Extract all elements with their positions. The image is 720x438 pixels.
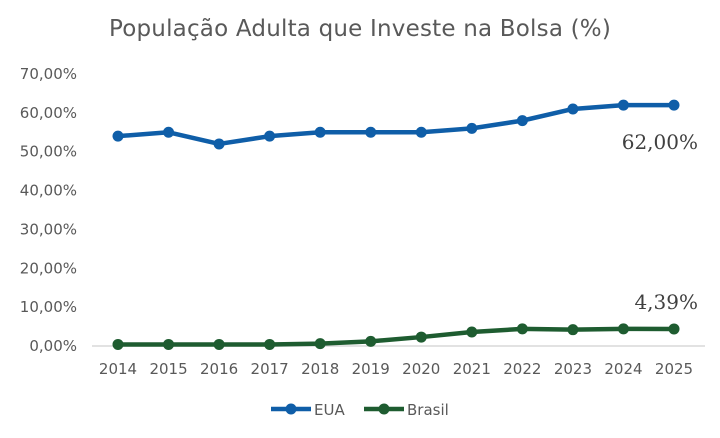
data-point[interactable] — [466, 326, 478, 338]
data-point[interactable] — [112, 130, 124, 142]
x-tick-label: 2014 — [99, 360, 137, 378]
x-tick-label: 2025 — [655, 360, 693, 378]
y-tick-label: 30,00% — [20, 220, 77, 238]
data-point[interactable] — [314, 338, 326, 350]
legend-label: EUA — [314, 401, 345, 419]
data-point[interactable] — [617, 99, 629, 111]
series-eua — [112, 99, 680, 150]
data-point[interactable] — [617, 323, 629, 335]
y-tick-label: 20,00% — [20, 259, 77, 277]
x-tick-label: 2022 — [503, 360, 541, 378]
data-point[interactable] — [314, 126, 326, 138]
data-point[interactable] — [163, 338, 175, 350]
data-point[interactable] — [567, 324, 579, 336]
data-point[interactable] — [264, 338, 276, 350]
data-point[interactable] — [466, 122, 478, 134]
data-labels: 62,00% 4,39% — [622, 130, 698, 314]
chart-title: População Adulta que Investe na Bolsa (%… — [108, 16, 612, 42]
data-point[interactable] — [668, 99, 680, 111]
series-line — [115, 102, 677, 147]
data-point[interactable] — [112, 338, 124, 350]
data-point[interactable] — [264, 130, 276, 142]
data-point[interactable] — [516, 115, 528, 127]
legend-item-eua[interactable]: EUA — [271, 401, 345, 419]
x-tick-label: 2023 — [554, 360, 592, 378]
data-label-eua: 62,00% — [622, 130, 698, 154]
y-tick-label: 60,00% — [20, 104, 77, 122]
y-tick-label: 50,00% — [20, 143, 77, 161]
y-tick-label: 10,00% — [20, 298, 77, 316]
x-tick-label: 2018 — [301, 360, 339, 378]
data-point[interactable] — [213, 338, 225, 350]
data-point[interactable] — [567, 103, 579, 115]
x-tick-label: 2021 — [453, 360, 491, 378]
y-tick-label: 0,00% — [29, 337, 77, 355]
data-point[interactable] — [415, 331, 427, 343]
x-tick-label: 2015 — [149, 360, 187, 378]
x-tick-label: 2024 — [604, 360, 642, 378]
data-point[interactable] — [213, 138, 225, 150]
legend-marker — [378, 403, 390, 415]
y-tick-label: 70,00% — [20, 65, 77, 83]
x-axis: 2014 2015 2016 2017 2018 2019 2020 2021 2022 2023… — [99, 360, 693, 378]
y-tick-label: 40,00% — [20, 182, 77, 200]
series-line — [115, 326, 677, 347]
legend-label: Brasil — [407, 401, 449, 419]
data-point[interactable] — [415, 126, 427, 138]
data-point[interactable] — [516, 323, 528, 335]
legend-item-brasil[interactable]: Brasil — [364, 401, 449, 419]
data-point[interactable] — [163, 126, 175, 138]
series-brasil — [112, 323, 680, 350]
x-tick-label: 2020 — [402, 360, 440, 378]
legend: EUA Brasil — [271, 401, 449, 419]
data-point[interactable] — [668, 323, 680, 335]
x-tick-label: 2019 — [352, 360, 390, 378]
series-layer — [112, 99, 680, 350]
x-tick-label: 2017 — [251, 360, 289, 378]
data-point[interactable] — [365, 126, 377, 138]
legend-marker — [285, 403, 297, 415]
data-label-brasil: 4,39% — [634, 290, 698, 314]
x-tick-label: 2016 — [200, 360, 238, 378]
data-point[interactable] — [365, 335, 377, 347]
y-axis: 0,00% 10,00% 20,00% 30,00% 40,00% 50,00% 60,00… — [20, 65, 77, 355]
